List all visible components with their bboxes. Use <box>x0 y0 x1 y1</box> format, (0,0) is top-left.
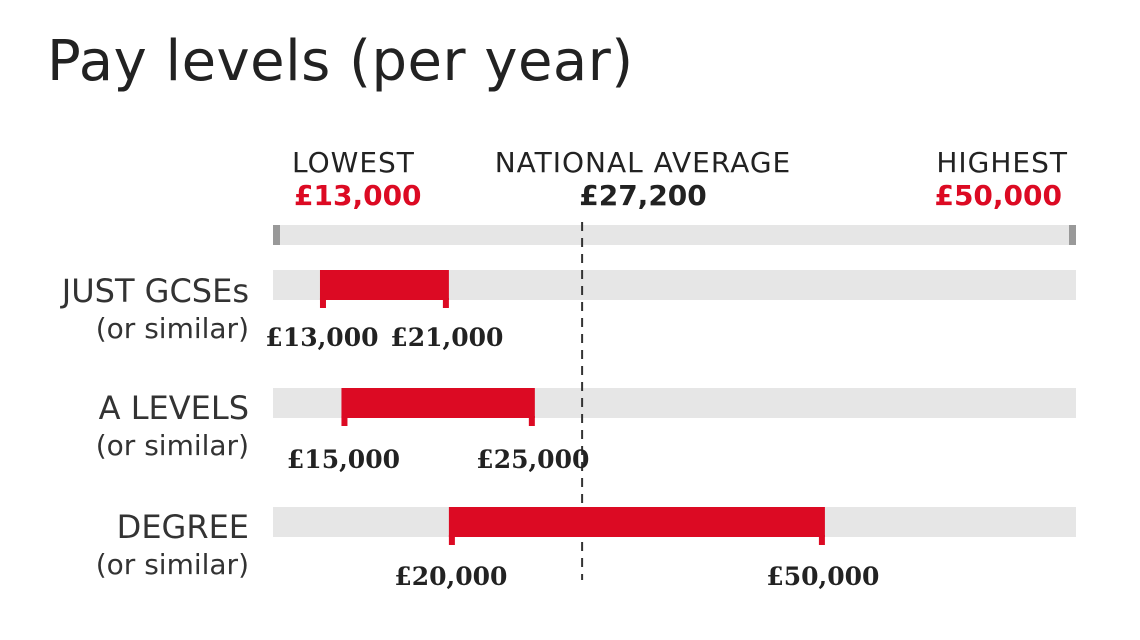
range-tick-low <box>448 535 455 545</box>
range-tick-high <box>442 298 449 308</box>
range-low-label: £13,000 <box>265 323 378 352</box>
range-high-label: £50,000 <box>766 562 879 591</box>
range-high-label: £21,000 <box>390 323 503 352</box>
national-average-value: £27,200 <box>579 179 707 212</box>
lowest-label: LOWEST <box>292 146 415 179</box>
bar-layer <box>319 270 825 545</box>
range-tick-low <box>341 416 348 426</box>
range-tick-high <box>818 535 825 545</box>
header-layer: LOWEST£13,000 NATIONAL AVERAGE£27,200 HIGH… <box>292 146 1068 212</box>
range-low-label: £20,000 <box>394 562 507 591</box>
range-high-label: £25,000 <box>476 445 589 474</box>
range-low-label: £15,000 <box>287 445 400 474</box>
highest-label: HIGHEST <box>936 146 1068 179</box>
scale-track <box>277 225 1072 245</box>
chart-title: Pay levels (per year) <box>47 29 634 94</box>
range-tick-low <box>319 298 326 308</box>
lowest-value: £13,000 <box>294 179 422 212</box>
highest-value: £50,000 <box>934 179 1062 212</box>
range-tick-high <box>528 416 535 426</box>
range-bar <box>448 507 825 537</box>
category-label: DEGREE <box>117 508 249 546</box>
category-label: JUST GCSEs <box>60 272 249 310</box>
scale-end-max <box>1069 225 1076 245</box>
range-bar <box>341 388 535 418</box>
category-sublabel: (or similar) <box>96 429 249 462</box>
category-sublabel: (or similar) <box>96 548 249 581</box>
category-label: A LEVELS <box>99 389 249 427</box>
scale-end-min <box>273 225 280 245</box>
range-bar <box>319 270 449 300</box>
category-sublabel: (or similar) <box>96 312 249 345</box>
national-average-label: NATIONAL AVERAGE <box>495 146 792 179</box>
